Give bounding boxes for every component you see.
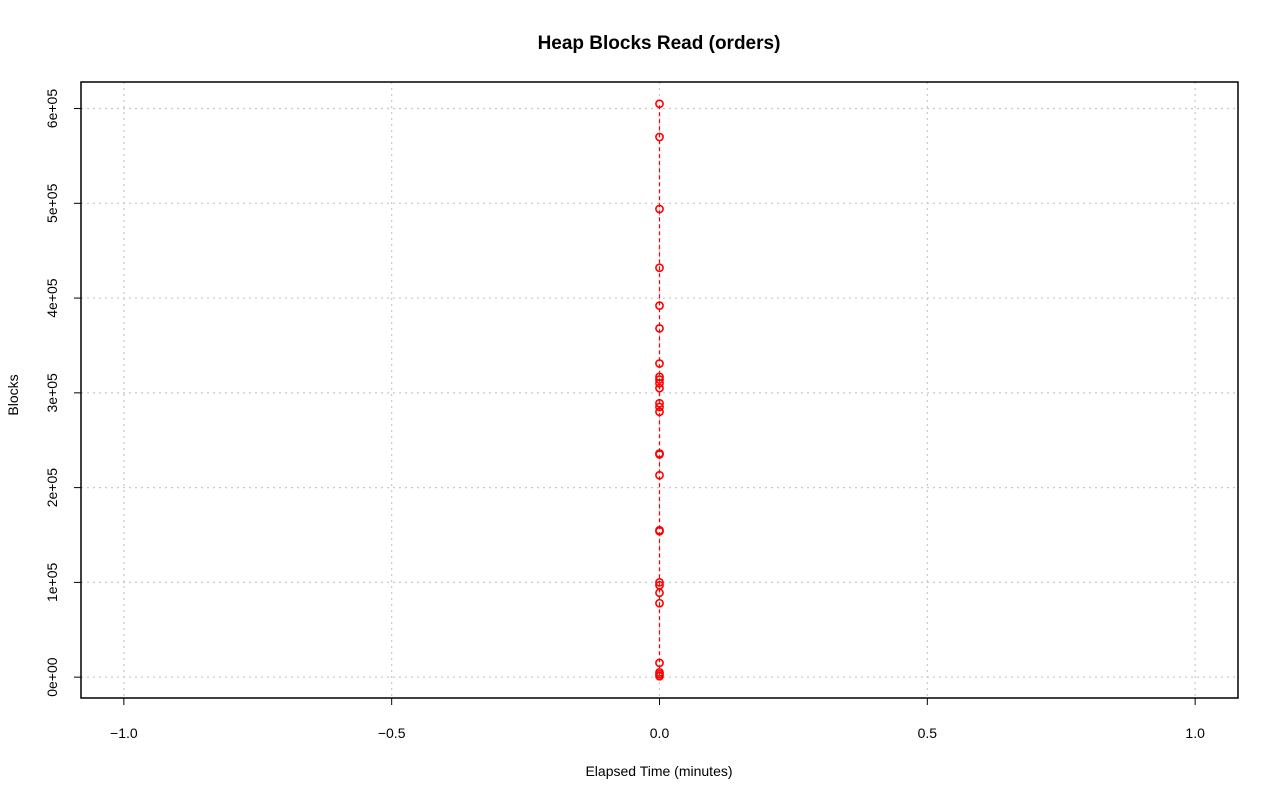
y-tick-label: 0e+00 [44,657,60,697]
x-tick-label: 0.0 [650,725,670,741]
chart-title: Heap Blocks Read (orders) [538,33,781,54]
axis-layer: −1.0 −0.5 0.0 0.5 1.0 0e+00 1e+05 2e+05 3e+05 4e+… [44,89,1205,741]
x-axis-label: Elapsed Time (minutes) [585,763,732,779]
y-tick-label: 2e+05 [44,468,60,508]
y-axis-label: Blocks [5,374,21,415]
x-tick-label: −0.5 [378,725,406,741]
data-point [655,470,664,480]
y-tick-label: 6e+05 [44,89,60,129]
data-point [655,668,664,677]
data-point [655,525,664,535]
data-point [655,598,664,608]
data-point [655,323,664,333]
data-point [655,398,664,408]
y-tick-label: 1e+05 [44,563,60,603]
data-point [655,359,664,368]
data-point [655,658,664,668]
data-point [655,372,664,382]
x-tick-label: 1.0 [1185,725,1205,741]
data-point [655,132,664,142]
data-point [655,375,664,384]
data-point [655,204,664,214]
data-point [655,407,664,417]
data-point [655,99,664,109]
y-tick-label: 5e+05 [44,183,60,223]
series-layer [655,99,664,681]
data-point [655,383,664,393]
y-tick-label: 3e+05 [44,373,60,413]
y-tick-label: 4e+05 [44,278,60,318]
data-point [655,402,664,412]
x-tick-label: −1.0 [110,725,138,741]
data-point [655,301,664,311]
data-point [655,580,664,590]
grid-layer [81,82,1238,698]
data-point [655,449,664,458]
data-point [655,577,664,587]
data-point [655,263,664,273]
x-tick-label: 0.5 [918,725,938,741]
